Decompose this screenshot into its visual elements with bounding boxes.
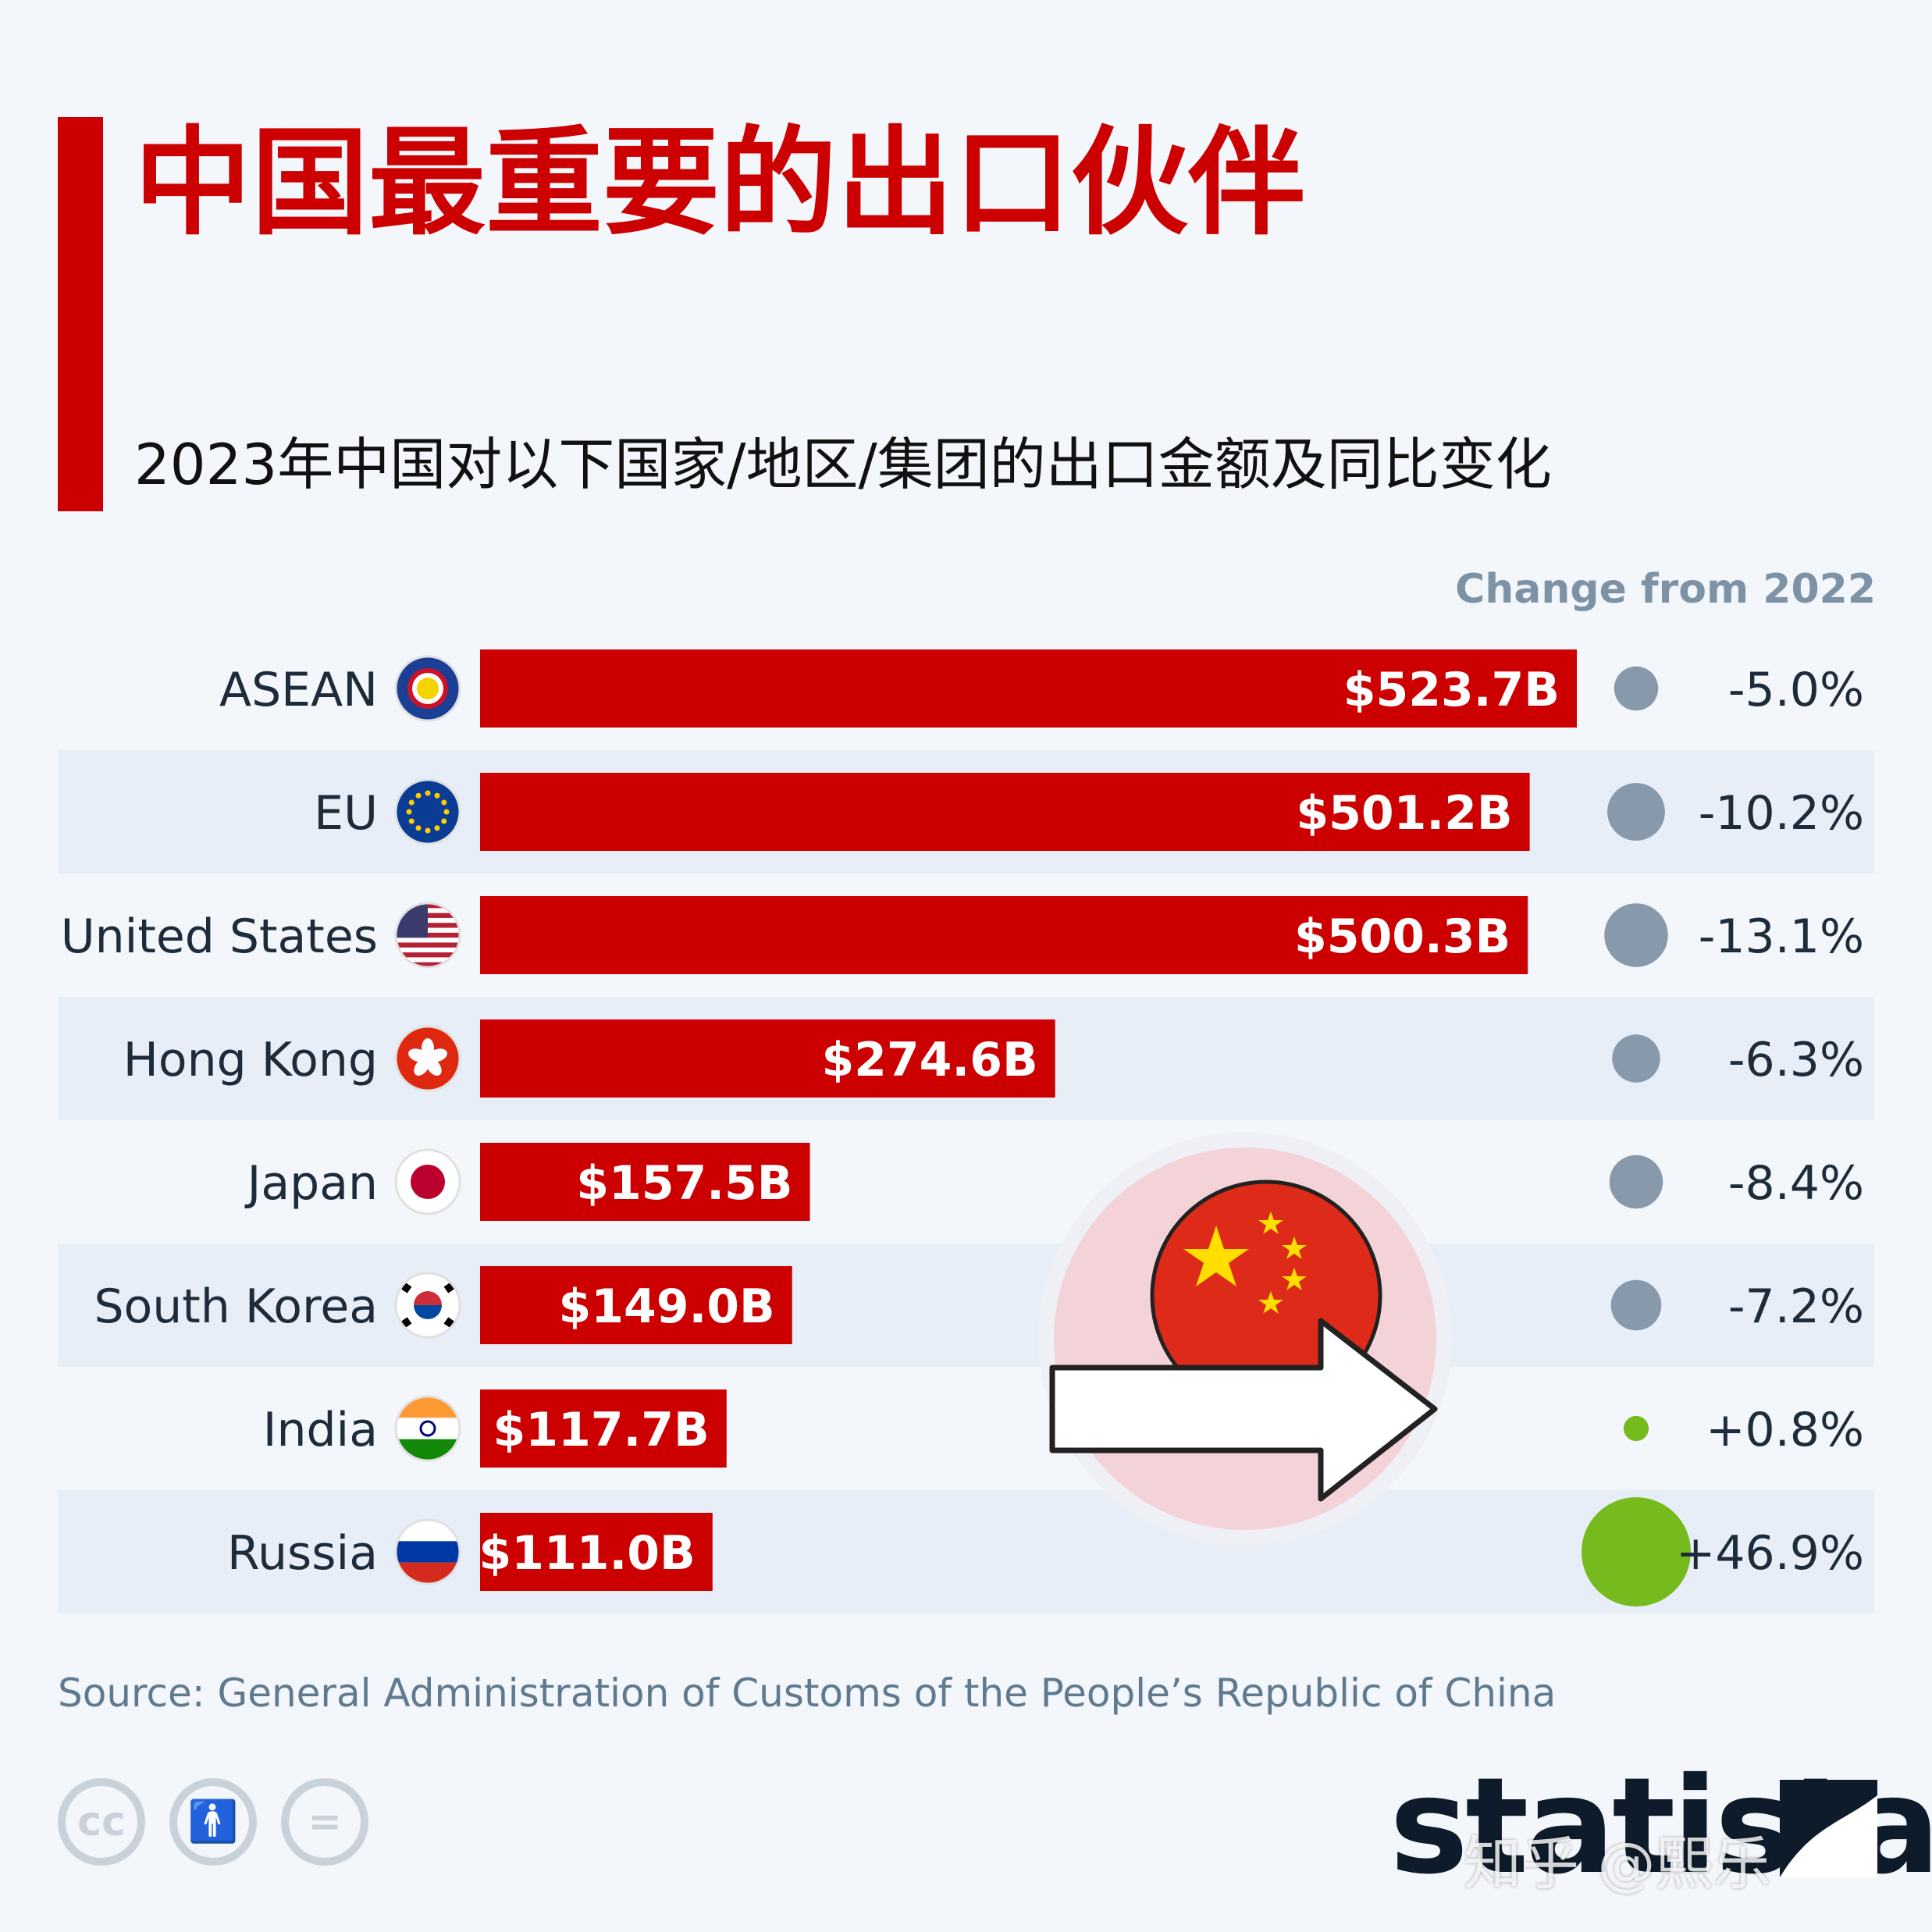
page-title: 中国最重要的出口伙伴 bbox=[134, 116, 1306, 251]
value-label: $501.2B bbox=[1296, 786, 1512, 841]
japan-flag-icon bbox=[394, 1148, 461, 1215]
bar bbox=[480, 1019, 1055, 1098]
category-label: South Korea bbox=[94, 1279, 378, 1334]
russia-flag-icon bbox=[394, 1518, 461, 1585]
watermark: 知乎 @熙乐 bbox=[1464, 1831, 1771, 1898]
hong-kong-flag-icon bbox=[394, 1025, 461, 1092]
bar-chart: ASEAN $523.7B -5.0% EU $501.2B -10.2% United S… bbox=[58, 649, 1874, 1614]
bar bbox=[480, 1513, 713, 1591]
category-label: ASEAN bbox=[219, 663, 378, 717]
value-label: $117.7B bbox=[493, 1403, 710, 1457]
change-dot bbox=[1612, 1034, 1660, 1083]
bar bbox=[480, 1389, 727, 1468]
value-label: $111.0B bbox=[479, 1526, 696, 1581]
category-label: Japan bbox=[244, 1156, 378, 1211]
bar bbox=[480, 1143, 810, 1221]
us-flag-icon bbox=[394, 902, 461, 969]
change-dot bbox=[1607, 783, 1665, 841]
no-derivatives-icon[interactable]: = bbox=[281, 1778, 369, 1866]
license-icons: cc 🚹 = bbox=[58, 1778, 389, 1866]
south-korea-flag-icon bbox=[394, 1272, 461, 1339]
change-label: -7.2% bbox=[1728, 1279, 1864, 1334]
value-label: $523.7B bbox=[1343, 663, 1560, 717]
value-label: $500.3B bbox=[1294, 909, 1510, 964]
bar bbox=[480, 1266, 792, 1344]
change-dot bbox=[1604, 903, 1668, 967]
title-accent-bar bbox=[58, 117, 103, 511]
china-export-illustration bbox=[1038, 1132, 1452, 1546]
change-dot bbox=[1609, 1155, 1663, 1209]
change-dot bbox=[1610, 1279, 1662, 1331]
attribution-icon[interactable]: 🚹 bbox=[169, 1778, 258, 1866]
asean-flag-icon bbox=[394, 655, 461, 722]
change-label: -5.0% bbox=[1728, 663, 1864, 717]
bar bbox=[480, 773, 1530, 851]
change-label: -6.3% bbox=[1728, 1033, 1864, 1087]
change-label: -10.2% bbox=[1699, 786, 1864, 841]
bar bbox=[480, 649, 1577, 728]
change-dot bbox=[1582, 1497, 1691, 1606]
eu-flag-icon bbox=[394, 778, 461, 845]
change-label: -8.4% bbox=[1728, 1156, 1864, 1211]
value-label: $149.0B bbox=[558, 1279, 774, 1334]
value-label: $274.6B bbox=[821, 1033, 1037, 1087]
change-dot bbox=[1614, 666, 1659, 711]
row-stripe bbox=[58, 1244, 1874, 1367]
value-label: $157.5B bbox=[576, 1156, 792, 1211]
change-dot bbox=[1623, 1415, 1649, 1442]
india-flag-icon bbox=[394, 1395, 461, 1462]
change-label: -13.1% bbox=[1699, 909, 1864, 964]
change-column-header: Change from 2022 bbox=[1455, 566, 1876, 613]
category-label: EU bbox=[314, 786, 378, 841]
category-label: Hong Kong bbox=[123, 1033, 378, 1087]
change-label: +0.8% bbox=[1706, 1403, 1864, 1457]
bar bbox=[480, 896, 1528, 974]
category-label: India bbox=[263, 1403, 378, 1457]
category-label: United States bbox=[61, 909, 378, 964]
cc-icon[interactable]: cc bbox=[58, 1778, 145, 1866]
change-label: +46.9% bbox=[1676, 1526, 1864, 1581]
category-label: Russia bbox=[227, 1526, 378, 1581]
subtitle: 2023年中国对以下国家/地区/集团的出口金额及同比变化 bbox=[134, 432, 1552, 497]
source-note: Source: General Administration of Custom… bbox=[58, 1670, 1557, 1716]
row-stripe bbox=[58, 1490, 1874, 1614]
statista-logo-mark bbox=[1780, 1780, 1877, 1877]
